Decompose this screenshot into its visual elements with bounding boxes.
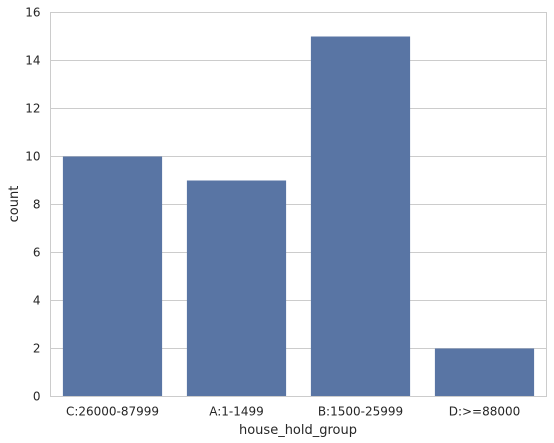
bars [62, 36, 535, 397]
y-tick-label: 4 [33, 294, 41, 308]
y-tick-label: 12 [25, 102, 40, 116]
x-tick-label: D:>=88000 [449, 405, 521, 419]
bar [186, 180, 287, 397]
x-tick-label: C:26000-87999 [66, 405, 159, 419]
y-tick-label: 8 [33, 198, 41, 212]
x-tick-label: B:1500-25999 [318, 405, 403, 419]
bar [434, 348, 535, 397]
y-axis-label: count [7, 186, 22, 223]
y-tick-label: 6 [33, 246, 41, 260]
x-tick-labels: C:26000-87999 A:1-1499 B:1500-25999 D:>=880… [66, 405, 520, 419]
y-tick-label: 10 [25, 150, 40, 164]
x-axis-label: house_hold_group [239, 423, 357, 438]
y-tick-label: 16 [25, 6, 40, 20]
y-tick-label: 2 [33, 342, 41, 356]
plot-frame [50, 12, 547, 397]
y-tick-label: 0 [33, 390, 41, 404]
bar [310, 36, 411, 397]
y-tick-label: 14 [25, 54, 40, 68]
bar [62, 156, 163, 397]
y-tick-labels: 0 2 4 6 8 10 12 14 16 [25, 6, 40, 404]
x-tick-label: A:1-1499 [209, 405, 264, 419]
